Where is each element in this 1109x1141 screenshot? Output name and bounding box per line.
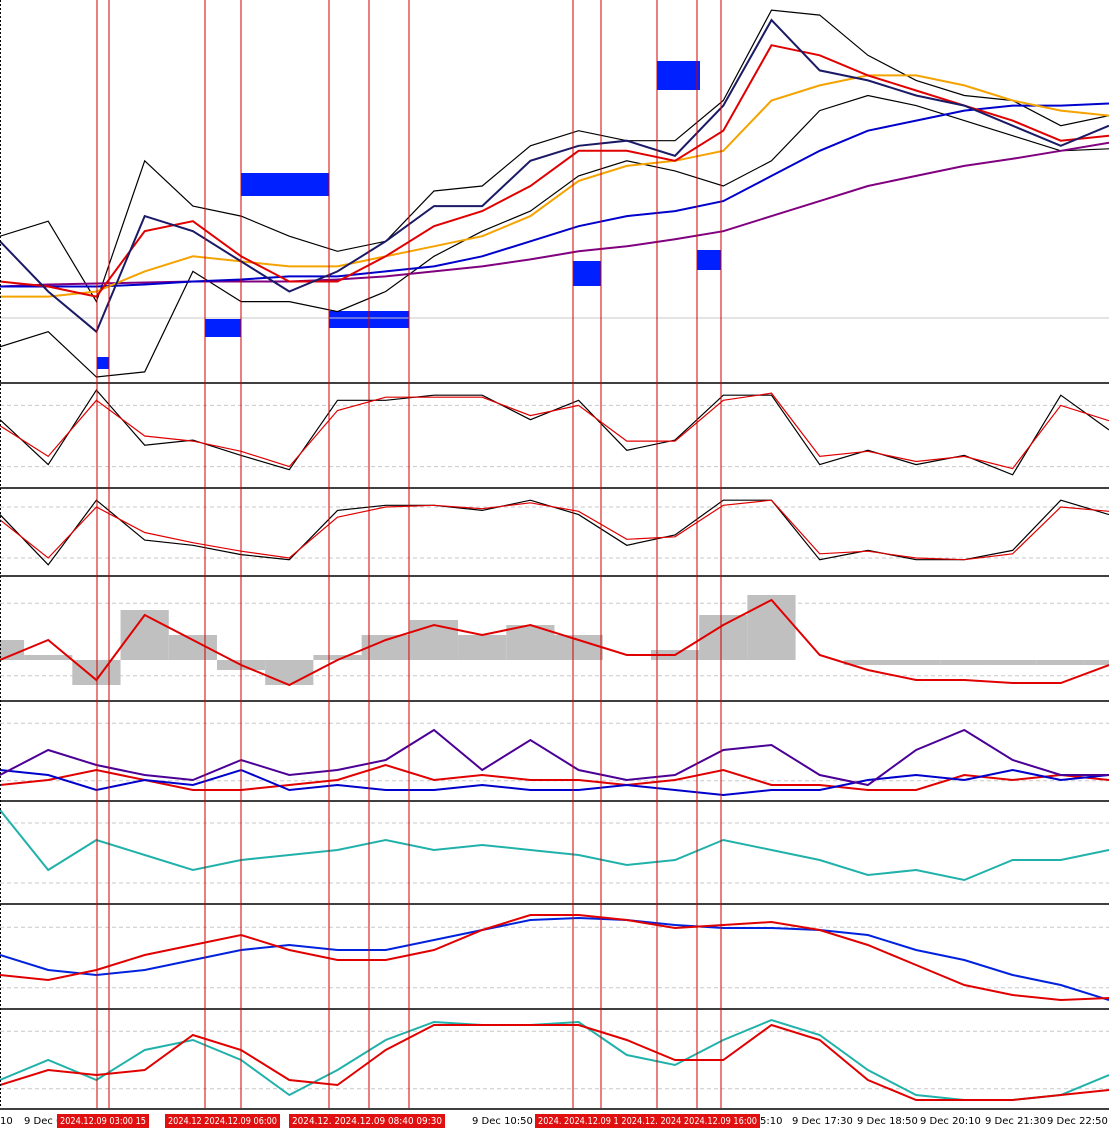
signal-box: [97, 357, 109, 369]
signal-box: [241, 173, 329, 196]
series-line: [0, 916, 1109, 1001]
marker-label-bg: [535, 1114, 760, 1128]
marker-label-bg: [57, 1114, 149, 1128]
time-label: 9 Dec 22:50: [1047, 1116, 1108, 1127]
series-line: [0, 18, 1109, 334]
series-line: [0, 768, 1109, 797]
series-line: [0, 392, 1109, 470]
histogram-bar: [313, 655, 362, 660]
time-label: 5:10: [760, 1116, 782, 1127]
series-line: [0, 9, 1109, 304]
histogram-bar: [747, 595, 796, 660]
series-line: [0, 914, 1109, 1002]
histogram-bar: [699, 615, 748, 660]
histogram-bar: [120, 610, 169, 660]
series-line: [0, 763, 1109, 791]
time-label: 9 Dec 20:10: [920, 1116, 981, 1127]
histogram-bar: [409, 620, 459, 660]
histogram-bar: [843, 660, 893, 665]
signal-box: [573, 261, 601, 286]
series-line: [0, 44, 1109, 298]
series-line: [0, 598, 1109, 687]
histogram-bar: [24, 655, 73, 660]
signal-box: [205, 319, 241, 337]
histogram-bar: [554, 635, 603, 660]
time-label: 9 Dec 18:50: [857, 1116, 918, 1127]
signal-box: [697, 250, 721, 270]
marker-label-bg: [289, 1114, 445, 1128]
series-line: [0, 728, 1109, 787]
series-line: [0, 94, 1109, 378]
series-line: [0, 74, 1109, 298]
signal-boxes: [97, 61, 721, 369]
series-line: [0, 499, 1109, 561]
marker-label: 2024.12. 2024.12.09 08:40 09:30: [292, 1116, 442, 1127]
histogram-bar: [940, 660, 989, 665]
histogram-bar: [0, 640, 25, 660]
histogram-bar: [892, 660, 941, 665]
histogram-bar: [458, 635, 507, 660]
time-label: 9 Dec 0: [24, 1116, 62, 1127]
marker-label-bg: [165, 1114, 280, 1128]
time-label: 9 Dec 21:30: [985, 1116, 1046, 1127]
series-line: [0, 1023, 1109, 1101]
marker-label: 2024.12.09 03:00 15: [60, 1116, 146, 1127]
histogram-bar: [1036, 660, 1085, 665]
time-label: 10: [0, 1116, 13, 1127]
time-label: 9 Dec 10:50: [472, 1116, 533, 1127]
marker-label: 2024.12 2024.12.09 06:00: [168, 1116, 277, 1127]
histogram-bar: [265, 660, 314, 685]
histogram-bar: [1084, 660, 1109, 665]
series-line: [0, 102, 1109, 288]
signal-box: [657, 61, 700, 90]
series-line: [0, 809, 1109, 882]
time-label: 9 Dec 17:30: [792, 1116, 853, 1127]
histogram-bar: [988, 660, 1037, 665]
histogram-bar: [168, 635, 217, 660]
marker-label: 2024. 2024.12.09 1 2024.12. 2024 2024.12…: [538, 1116, 757, 1127]
